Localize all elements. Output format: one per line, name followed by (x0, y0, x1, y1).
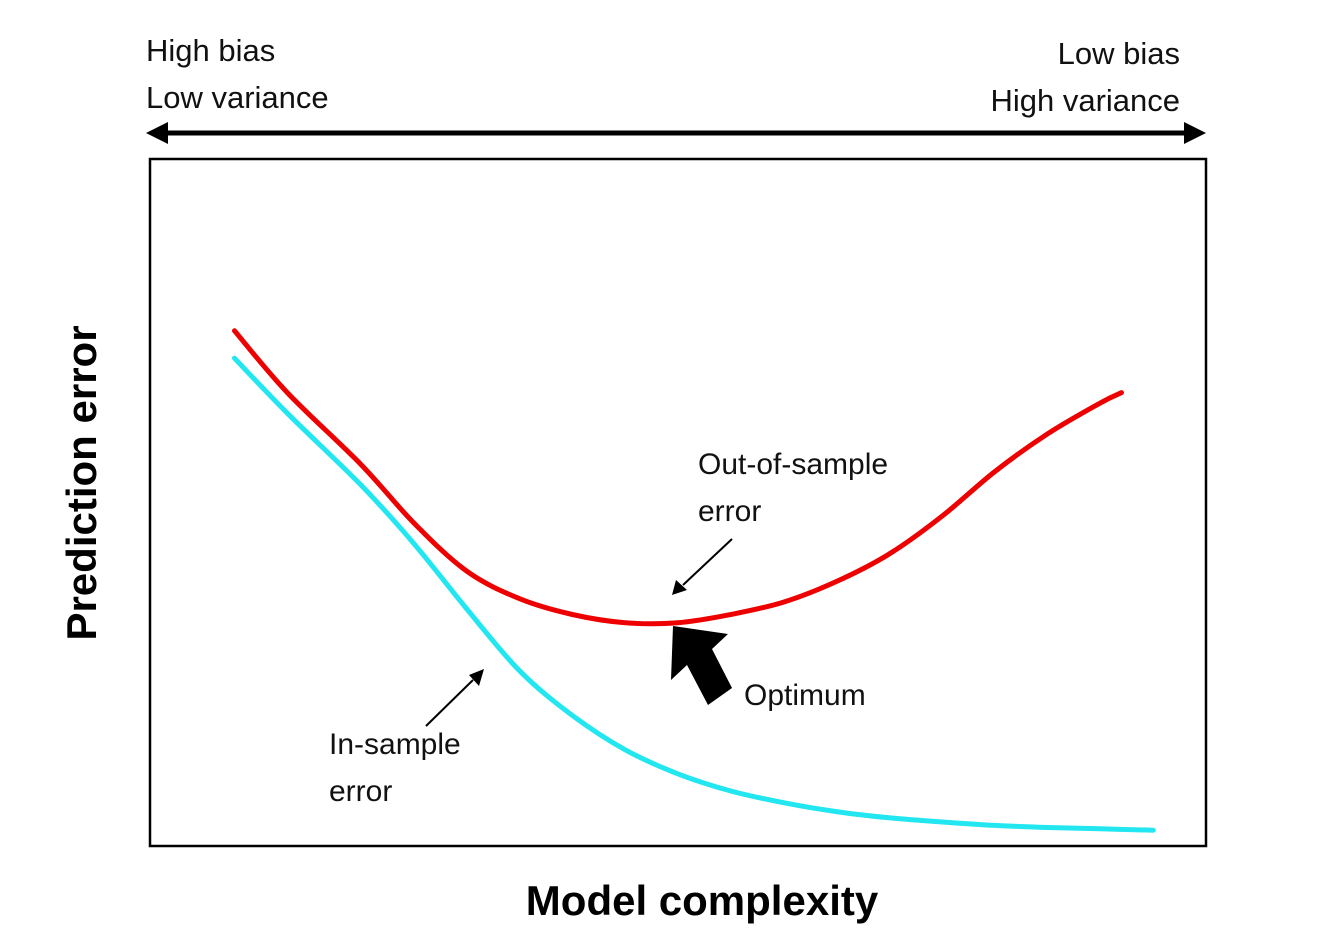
in-sample-error-curve (232, 355, 1156, 833)
plot-frame (148, 157, 1208, 848)
out-of-sample-error-curve (232, 328, 1124, 627)
top-arrow-right-head (1184, 122, 1206, 144)
out-of-sample-label-line2: error (698, 495, 761, 528)
in-sample-pointer (425, 669, 484, 727)
optimum-arrow (671, 626, 732, 705)
x-axis-title: Model complexity (526, 877, 879, 924)
in-sample-label-line1: In-sample (329, 728, 461, 761)
in-sample-label-line2: error (329, 775, 392, 808)
out-of-sample-label-line1: Out-of-sample (698, 448, 888, 481)
low-bias-label: Low bias (1058, 36, 1180, 71)
y-axis-title: Prediction error (58, 325, 105, 640)
series-layer (232, 328, 1156, 833)
optimum-label: Optimum (744, 679, 866, 712)
high-variance-label: High variance (990, 83, 1180, 118)
top-arrow-left-head (146, 122, 168, 144)
high-bias-label: High bias (146, 33, 275, 68)
out-of-sample-pointer (672, 538, 733, 595)
low-variance-label: Low variance (146, 80, 329, 115)
